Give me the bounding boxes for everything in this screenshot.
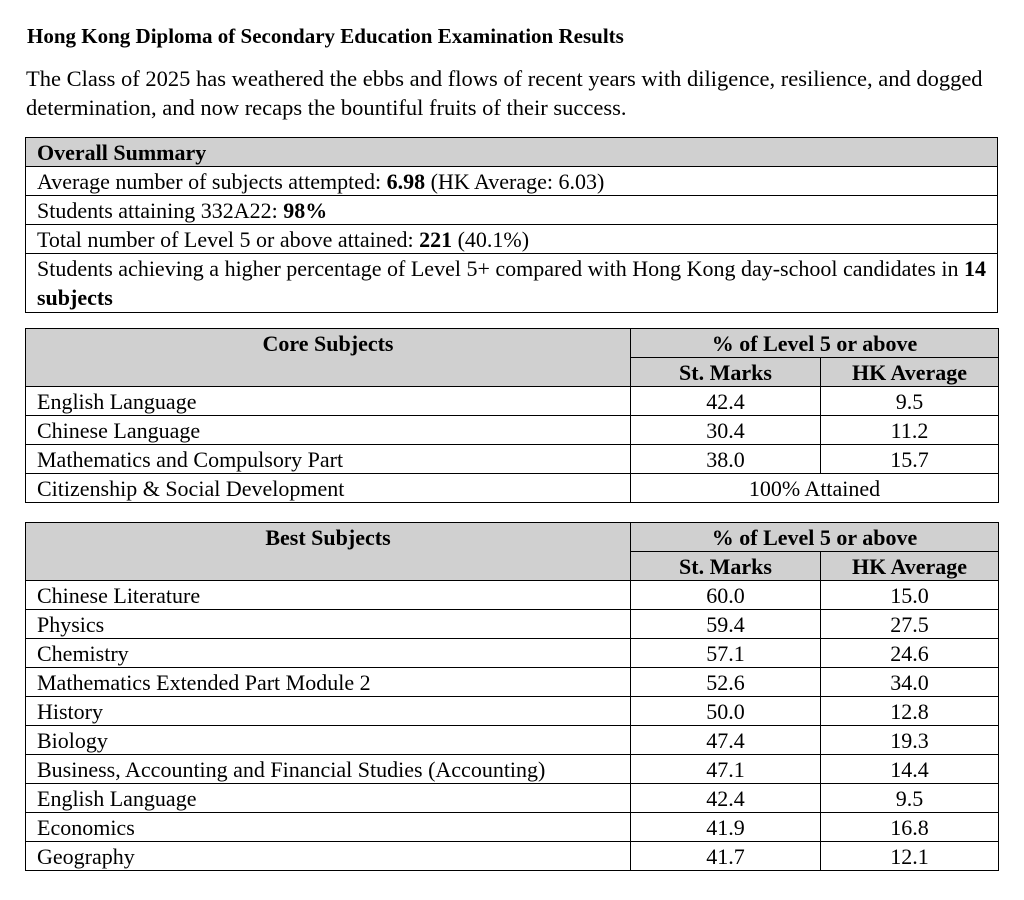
overall-summary-table: Overall Summary Average number of subjec… bbox=[25, 137, 998, 313]
hk-average-value: 24.6 bbox=[819, 638, 1000, 668]
subject-name: Citizenship & Social Development bbox=[25, 473, 631, 503]
subject-name: Mathematics Extended Part Module 2 bbox=[25, 667, 631, 697]
st-marks-value: 42.4 bbox=[630, 783, 821, 813]
table-row: Mathematics Extended Part Module 2 52.6 34… bbox=[25, 667, 1000, 697]
summary-value: 98% bbox=[283, 198, 328, 223]
table-row: Mathematics and Compulsory Part 38.0 15.7 bbox=[25, 444, 1000, 474]
subject-name: English Language bbox=[25, 783, 631, 813]
table-row: Chemistry 57.1 24.6 bbox=[25, 638, 1000, 668]
table-row: History 50.0 12.8 bbox=[25, 696, 1000, 726]
summary-label: Students achieving a higher percentage o… bbox=[37, 256, 964, 281]
best-col-hk-average: HK Average bbox=[819, 551, 1000, 581]
summary-note: (40.1%) bbox=[452, 227, 530, 252]
subject-name: Chinese Language bbox=[25, 415, 631, 445]
subject-name: History bbox=[25, 696, 631, 726]
st-marks-value: 60.0 bbox=[630, 580, 821, 610]
summary-value: 14 subjects bbox=[37, 256, 986, 310]
subject-name: Business, Accounting and Financial Studi… bbox=[25, 754, 631, 784]
hk-average-value: 12.1 bbox=[819, 841, 1000, 871]
subject-name: Economics bbox=[25, 812, 631, 842]
hk-average-value: 27.5 bbox=[819, 609, 1000, 639]
table-row: English Language 42.4 9.5 bbox=[25, 386, 1000, 416]
hk-average-value: 19.3 bbox=[819, 725, 1000, 755]
core-col-hk-average: HK Average bbox=[819, 357, 1000, 387]
subject-name: Chinese Literature bbox=[25, 580, 631, 610]
hk-average-value: 11.2 bbox=[819, 415, 1000, 445]
summary-header: Overall Summary bbox=[25, 137, 998, 167]
page-title: Hong Kong Diploma of Secondary Education… bbox=[27, 24, 624, 48]
subject-name: Geography bbox=[25, 841, 631, 871]
hk-average-value: 9.5 bbox=[819, 386, 1000, 416]
table-row: Economics 41.9 16.8 bbox=[25, 812, 1000, 842]
hk-average-value: 9.5 bbox=[819, 783, 1000, 813]
best-col-st-marks: St. Marks bbox=[630, 551, 821, 581]
st-marks-value: 38.0 bbox=[630, 444, 821, 474]
table-row: English Language 42.4 9.5 bbox=[25, 783, 1000, 813]
table-row: Chinese Literature 60.0 15.0 bbox=[25, 580, 1000, 610]
subject-name: Chemistry bbox=[25, 638, 631, 668]
table-row: Business, Accounting and Financial Studi… bbox=[25, 754, 1000, 784]
best-group-header: % of Level 5 or above bbox=[629, 522, 1000, 552]
summary-row: Students achieving a higher percentage o… bbox=[25, 253, 998, 313]
summary-cell: Students attaining 332A22: 98% bbox=[25, 195, 998, 225]
hk-average-value: 14.4 bbox=[819, 754, 1000, 784]
table-row: Chinese Language 30.4 11.2 bbox=[25, 415, 1000, 445]
st-marks-value: 50.0 bbox=[630, 696, 821, 726]
hk-average-value: 15.7 bbox=[819, 444, 1000, 474]
best-header: Best Subjects bbox=[25, 522, 631, 581]
summary-value: 221 bbox=[419, 227, 453, 252]
st-marks-value: 41.9 bbox=[630, 812, 821, 842]
st-marks-value: 42.4 bbox=[630, 386, 821, 416]
table-row: Citizenship & Social Development 100% At… bbox=[25, 473, 1000, 503]
st-marks-value: 47.4 bbox=[630, 725, 821, 755]
summary-cell: Total number of Level 5 or above attaine… bbox=[25, 224, 998, 254]
hk-average-value: 34.0 bbox=[819, 667, 1000, 697]
st-marks-value: 59.4 bbox=[630, 609, 821, 639]
best-subjects-table: Best Subjects % of Level 5 or above St. … bbox=[25, 522, 1000, 871]
hk-average-value: 15.0 bbox=[819, 580, 1000, 610]
summary-label: Average number of subjects attempted: bbox=[37, 169, 387, 194]
summary-row: Total number of Level 5 or above attaine… bbox=[25, 224, 998, 254]
summary-label: Total number of Level 5 or above attaine… bbox=[37, 227, 420, 252]
summary-cell: Average number of subjects attempted: 6.… bbox=[25, 166, 998, 196]
subject-name: Biology bbox=[25, 725, 631, 755]
st-marks-value: 41.7 bbox=[630, 841, 821, 871]
st-marks-value: 52.6 bbox=[630, 667, 821, 697]
subject-name: Mathematics and Compulsory Part bbox=[25, 444, 631, 474]
st-marks-value: 57.1 bbox=[630, 638, 821, 668]
st-marks-value: 47.1 bbox=[630, 754, 821, 784]
csd-result: 100% Attained bbox=[629, 473, 1000, 503]
summary-label: Students attaining 332A22: bbox=[37, 198, 284, 223]
core-col-st-marks: St. Marks bbox=[630, 357, 821, 387]
table-row: Geography 41.7 12.1 bbox=[25, 841, 1000, 871]
core-subjects-table: Core Subjects % of Level 5 or above St. … bbox=[25, 328, 1000, 503]
table-row: Biology 47.4 19.3 bbox=[25, 725, 1000, 755]
summary-row: Students attaining 332A22: 98% bbox=[25, 195, 998, 225]
hk-average-value: 12.8 bbox=[819, 696, 1000, 726]
summary-row: Average number of subjects attempted: 6.… bbox=[25, 166, 998, 196]
core-group-header: % of Level 5 or above bbox=[629, 328, 1000, 358]
summary-value: 6.98 bbox=[386, 169, 426, 194]
core-header: Core Subjects bbox=[25, 328, 631, 387]
table-row: Physics 59.4 27.5 bbox=[25, 609, 1000, 639]
summary-cell: Students achieving a higher percentage o… bbox=[25, 253, 998, 313]
hk-average-value: 16.8 bbox=[819, 812, 1000, 842]
intro-paragraph: The Class of 2025 has weathered the ebbs… bbox=[26, 66, 983, 120]
subject-name: English Language bbox=[25, 386, 631, 416]
summary-note: (HK Average: 6.03) bbox=[425, 169, 605, 194]
subject-name: Physics bbox=[25, 609, 631, 639]
st-marks-value: 30.4 bbox=[630, 415, 821, 445]
